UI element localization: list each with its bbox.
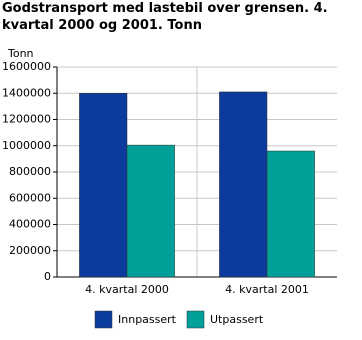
bar bbox=[79, 93, 128, 278]
chart-title: Godstransport med lastebil over grensen.… bbox=[2, 1, 328, 33]
y-tick-label: 0 bbox=[44, 270, 51, 283]
y-axis-label: Tonn bbox=[7, 47, 34, 60]
y-tick-label: 600000 bbox=[9, 191, 51, 204]
y-tick-label: 1400000 bbox=[2, 86, 51, 99]
y-tick-label: 1200000 bbox=[2, 113, 51, 126]
x-tick-label: 4. kvartal 2000 bbox=[85, 283, 169, 296]
y-tick-label: 800000 bbox=[9, 165, 51, 178]
bar bbox=[126, 144, 175, 278]
legend-swatch bbox=[186, 310, 205, 329]
y-tick-label: 1600000 bbox=[2, 60, 51, 73]
y-tick-label: 400000 bbox=[9, 218, 51, 231]
legend-swatch bbox=[94, 310, 113, 329]
x-tick-label: 4. kvartal 2001 bbox=[225, 283, 309, 296]
y-tick-label: 1000000 bbox=[2, 139, 51, 152]
bar bbox=[266, 150, 315, 278]
legend-label: Innpassert bbox=[118, 313, 177, 326]
legend-label: Utpassert bbox=[210, 313, 264, 326]
bar bbox=[219, 91, 268, 278]
y-tick-label: 200000 bbox=[9, 244, 51, 257]
